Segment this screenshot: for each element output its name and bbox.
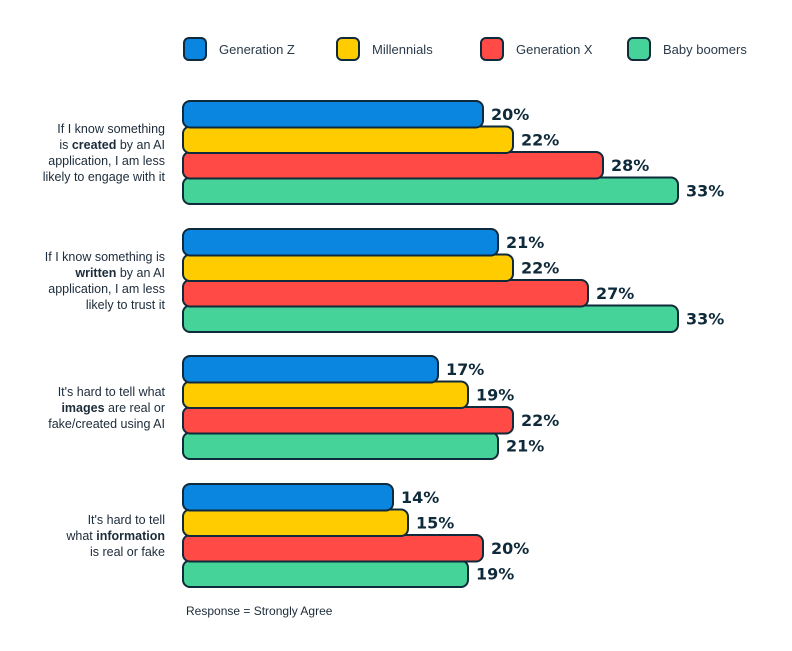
- data-label: 15%: [416, 513, 454, 532]
- category-label: If I know something is written by an AI ap…: [44, 250, 165, 312]
- legend-label: Generation Z: [219, 41, 295, 57]
- category-label: If I know something is created by an AI ap…: [42, 122, 165, 184]
- data-label: 14%: [401, 488, 439, 507]
- category-label: It's hard to tell what information is real…: [66, 513, 165, 559]
- data-label: 19%: [476, 385, 514, 404]
- legend-item: Generation X: [480, 37, 593, 61]
- bar: [182, 253, 514, 282]
- bar: [182, 559, 469, 588]
- legend-label: Generation X: [516, 41, 593, 57]
- legend-swatch: [336, 37, 360, 61]
- legend-label: Baby boomers: [663, 41, 747, 57]
- legend-swatch: [183, 37, 207, 61]
- data-label: 33%: [686, 309, 724, 328]
- bar: [182, 380, 469, 409]
- bar: [182, 483, 394, 512]
- legend-swatch: [627, 37, 651, 61]
- category-label: It's hard to tell what images are real or…: [48, 385, 165, 431]
- bar: [182, 279, 589, 308]
- legend-swatch: [480, 37, 504, 61]
- legend-label: Millennials: [372, 41, 433, 57]
- bar: [182, 355, 439, 384]
- data-label: 20%: [491, 539, 529, 558]
- data-label: 17%: [446, 360, 484, 379]
- data-label: 28%: [611, 156, 649, 175]
- data-label: 22%: [521, 411, 559, 430]
- data-label: 22%: [521, 130, 559, 149]
- bar: [182, 508, 409, 537]
- response-note: Response = Strongly Agree: [186, 604, 333, 618]
- bar: [182, 534, 484, 563]
- data-label: 21%: [506, 233, 544, 252]
- data-label: 20%: [491, 105, 529, 124]
- bar: [182, 228, 499, 257]
- legend-item: Millennials: [336, 37, 433, 61]
- bar: [182, 406, 514, 435]
- data-label: 19%: [476, 564, 514, 583]
- legend-item: Generation Z: [183, 37, 295, 61]
- bar: [182, 431, 499, 460]
- bar: [182, 125, 514, 154]
- data-label: 33%: [686, 181, 724, 200]
- legend-item: Baby boomers: [627, 37, 747, 61]
- bar: [182, 100, 484, 129]
- bar: [182, 151, 604, 180]
- data-label: 22%: [521, 258, 559, 277]
- bar: [182, 304, 679, 333]
- bar: [182, 176, 679, 205]
- data-label: 21%: [506, 436, 544, 455]
- data-label: 27%: [596, 284, 634, 303]
